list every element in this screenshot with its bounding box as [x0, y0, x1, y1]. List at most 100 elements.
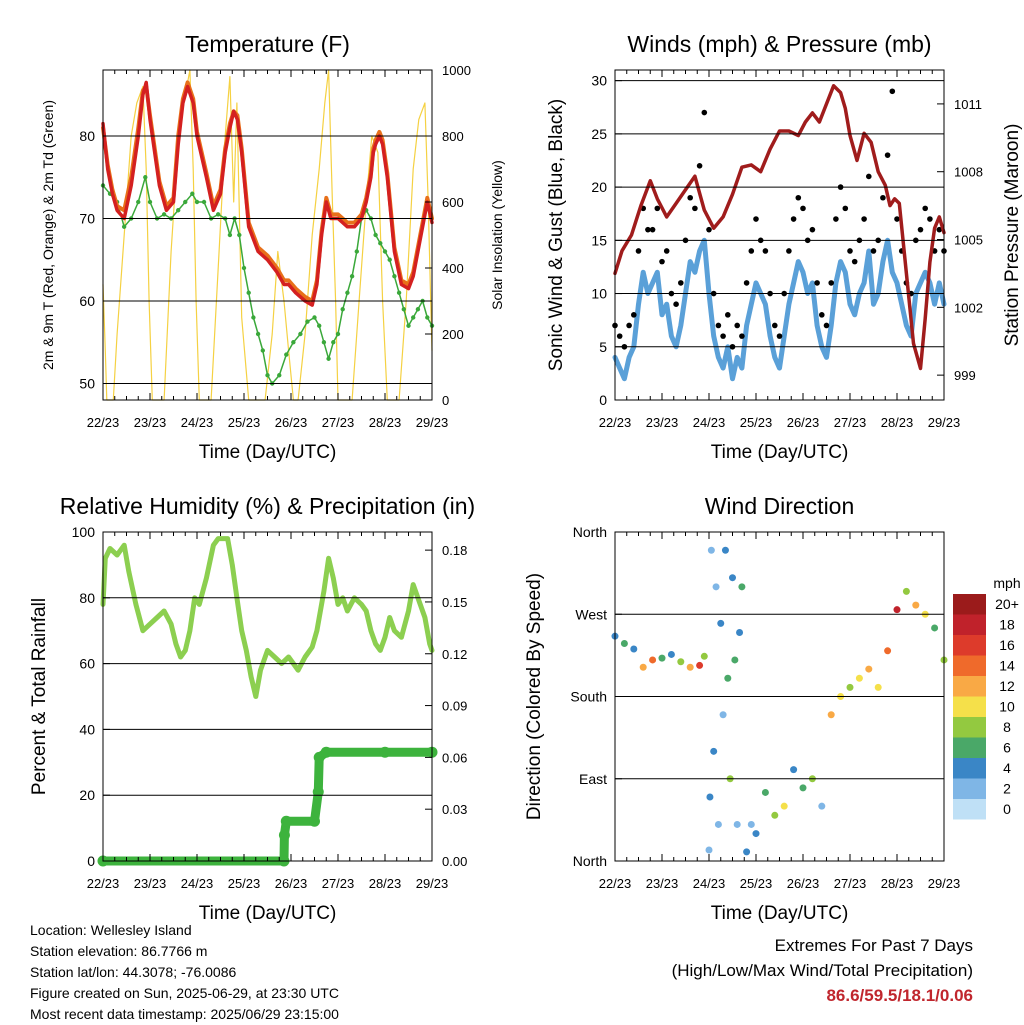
gust-point	[626, 322, 632, 329]
x-axis-label: Time (Day/UTC)	[711, 903, 849, 924]
x-tick-label: 27/23	[322, 876, 355, 891]
gust-point	[649, 226, 656, 233]
gust-point	[847, 248, 853, 254]
series-rain-line	[98, 747, 437, 866]
gust-point	[645, 226, 651, 233]
y2-tick-label: 0.15	[442, 595, 467, 610]
rain-point	[278, 829, 290, 841]
x-tick-label: 23/23	[646, 876, 679, 891]
x-tick-label: 23/23	[134, 876, 167, 891]
x-tick-label: 22/23	[599, 415, 632, 430]
y2-tick-label: 1011	[954, 97, 982, 112]
legend-label: 14	[999, 658, 1015, 674]
direction-point	[714, 820, 722, 828]
direction-point	[912, 601, 920, 609]
rain-point	[320, 746, 332, 758]
rain-point	[309, 815, 320, 827]
y-tick-label: 80	[79, 128, 95, 144]
gust-point	[861, 216, 867, 222]
gust-point	[870, 248, 877, 254]
legend-swatch	[953, 799, 986, 820]
x-axis-label: Time (Day/UTC)	[711, 442, 849, 463]
gust-point	[884, 152, 891, 158]
y2-tick-label: 0.06	[442, 750, 467, 765]
gust-point	[851, 258, 858, 265]
x-tick-label: 25/23	[228, 876, 261, 891]
legend-label: 4	[1003, 760, 1011, 776]
y-tick-label: 5	[599, 339, 607, 355]
x-tick-label: 29/23	[416, 415, 449, 430]
y-axis-label: Percent & Total Rainfall	[29, 598, 50, 795]
y2-tick-label: 999	[954, 368, 976, 383]
legend-label: 20+	[995, 596, 1019, 612]
gust-point	[635, 248, 642, 254]
direction-point	[743, 848, 751, 856]
series-temp9m-line	[101, 80, 434, 307]
y2-tick-label: 1000	[442, 63, 471, 78]
y-tick-label: 10	[591, 286, 607, 302]
rain-point	[379, 746, 391, 758]
gust-point	[692, 205, 698, 212]
legend-swatch	[953, 635, 986, 656]
gust-point	[772, 322, 778, 329]
chart-title: Temperature (F)	[185, 31, 350, 57]
direction-point	[712, 583, 720, 591]
panel-2: 22/23 23/23 24/23 25/23 26/23 27/23 28/23 29/23…	[546, 31, 1023, 463]
series-sonic-line	[612, 237, 947, 382]
y2-axis-label: Solar Insolation (Yellow)	[489, 160, 505, 310]
gust-point	[889, 88, 896, 95]
direction-point	[884, 647, 892, 655]
direction-point	[630, 645, 638, 653]
gust-point	[659, 258, 665, 265]
direction-point	[620, 639, 628, 647]
gust-point	[701, 109, 708, 116]
y-tick-label: 20	[591, 179, 607, 195]
extremes-subtitle: (High/Low/Max Wind/Total Precipitation)	[671, 961, 973, 980]
gust-point	[790, 216, 797, 222]
y-tick-label: West	[575, 606, 607, 622]
y2-tick-label: 200	[442, 327, 464, 342]
x-tick-label: 29/23	[928, 876, 961, 891]
direction-point	[649, 656, 657, 664]
y-tick-label: 60	[79, 293, 95, 309]
y2-tick-label: 0.18	[442, 543, 467, 558]
y2-tick-label: 0.09	[442, 699, 467, 714]
gust-point	[715, 322, 722, 329]
y2-tick-label: 0.00	[442, 854, 467, 869]
x-tick-label: 25/23	[740, 876, 773, 891]
x-tick-label: 24/23	[693, 876, 726, 891]
legend-label: 6	[1003, 740, 1011, 756]
gust-point	[800, 205, 806, 212]
direction-point	[893, 606, 901, 614]
gust-point	[616, 333, 623, 339]
y2-tick-label: 1002	[954, 300, 983, 315]
gust-point	[753, 216, 759, 222]
direction-point	[639, 663, 647, 671]
x-tick-label: 23/23	[646, 415, 679, 430]
gust-point	[776, 333, 783, 339]
y-tick-label: 15	[591, 232, 607, 248]
x-tick-label: 22/23	[87, 876, 120, 891]
x-tick-label: 22/23	[599, 876, 632, 891]
y2-axis-label: Station Pressure (Maroon)	[1002, 124, 1023, 347]
x-tick-label: 27/23	[834, 876, 867, 891]
direction-point	[729, 574, 736, 582]
x-tick-label: 24/23	[181, 415, 214, 430]
legend-label: 12	[999, 678, 1015, 694]
y2-tick-label: 1005	[954, 233, 983, 248]
legend-title: mph	[993, 575, 1020, 591]
legend-swatch	[953, 696, 986, 717]
legend-label: 16	[999, 637, 1015, 653]
gust-point	[795, 194, 802, 201]
x-axis-label: Time (Day/UTC)	[199, 442, 337, 463]
x-tick-label: 26/23	[787, 876, 820, 891]
x-tick-label: 25/23	[228, 415, 261, 430]
legend-swatch	[953, 778, 986, 799]
gust-point	[654, 205, 661, 212]
y-tick-label: North	[573, 524, 607, 540]
chart-title: Winds (mph) & Pressure (mb)	[627, 31, 931, 57]
y-axis-label: Direction (Colored By Speed)	[524, 573, 545, 820]
gust-point	[663, 248, 670, 254]
gust-point	[720, 333, 726, 339]
